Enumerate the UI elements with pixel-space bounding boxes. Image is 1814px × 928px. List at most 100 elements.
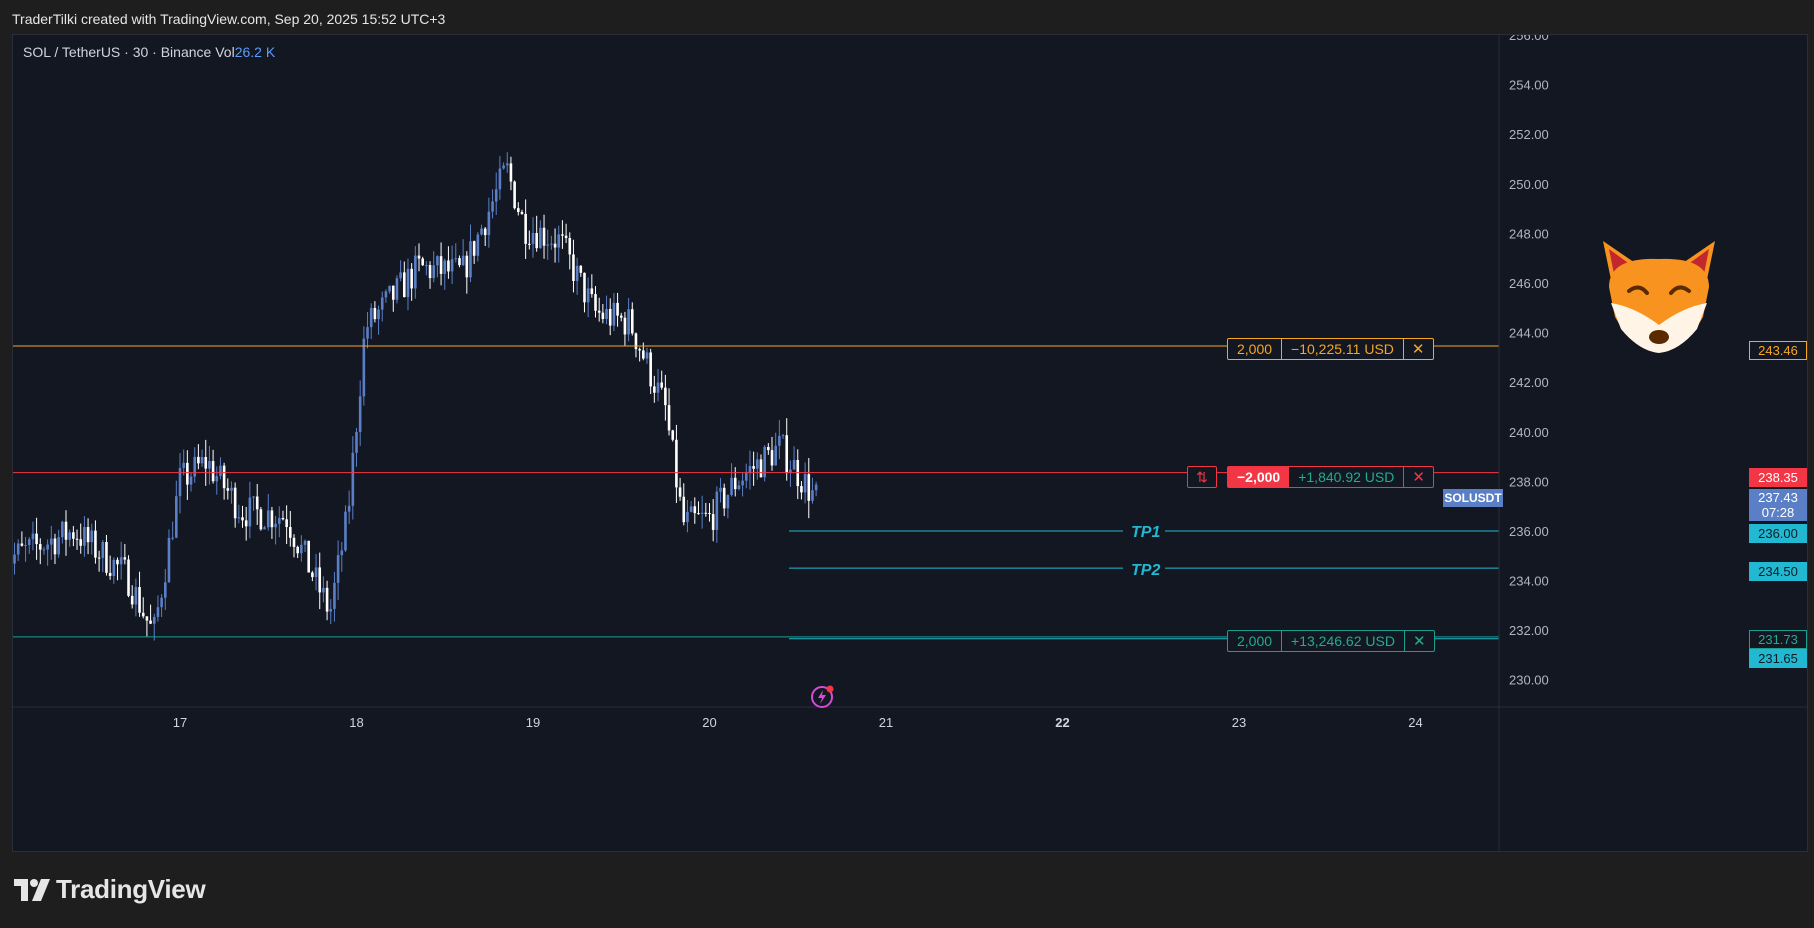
candle-body <box>711 514 715 530</box>
candle-body <box>263 527 266 530</box>
candle-body <box>535 233 538 249</box>
sell-order-price-tag: 243.46 <box>1749 341 1807 360</box>
candle-body <box>726 495 730 509</box>
volume-label: Vol <box>215 44 235 60</box>
candle-body <box>494 189 498 202</box>
candle-body <box>450 259 454 272</box>
candle-body <box>465 255 469 278</box>
take-profit-order-box[interactable]: 2,000 +13,246.62 USD ✕ <box>1227 630 1435 652</box>
lightning-alert-icon[interactable] <box>810 683 836 709</box>
candle-body <box>421 258 424 266</box>
x-tick-label: 17 <box>173 715 187 730</box>
candle-body <box>697 513 700 515</box>
candle-body <box>285 519 288 528</box>
candle-body <box>594 294 597 311</box>
symbol-legend[interactable]: SOL / TetherUS · 30 · Binance Vol26.2 K <box>23 44 275 60</box>
candle-body <box>204 456 208 469</box>
candle-body <box>46 544 49 550</box>
tradingview-logo: TradingView <box>14 874 206 905</box>
reverse-position-button[interactable]: ⇅ <box>1187 466 1217 488</box>
candle-body <box>149 620 152 624</box>
close-icon[interactable]: ✕ <box>1411 341 1425 358</box>
candle-body <box>156 607 160 617</box>
candle-body <box>524 213 527 244</box>
tp2-price-tag: 234.50 <box>1749 562 1807 581</box>
candle-body <box>623 317 627 335</box>
candle-body <box>601 312 605 320</box>
candle-body <box>333 582 336 609</box>
candle-body <box>167 537 171 583</box>
candle-body <box>83 527 86 546</box>
candle-body <box>105 542 108 573</box>
reverse-icon: ⇅ <box>1196 468 1208 485</box>
candle-body <box>630 309 634 334</box>
candle-body <box>325 587 329 612</box>
y-tick-label: 236.00 <box>1509 524 1549 539</box>
candle-body <box>476 234 480 256</box>
candle-body <box>417 255 421 259</box>
order-qty: 2,000 <box>1228 631 1283 651</box>
candle-body <box>64 521 68 540</box>
candle-body <box>785 435 789 473</box>
candle-body <box>300 544 303 554</box>
candle-body <box>660 382 663 388</box>
candle-body <box>388 285 391 292</box>
position-pnl: +1,840.92 USD <box>1289 467 1405 487</box>
candle-body <box>189 476 193 485</box>
candle-body <box>377 309 380 320</box>
candle-body <box>498 168 502 190</box>
candle-body <box>358 396 362 433</box>
candle-body <box>233 487 237 519</box>
close-icon[interactable]: ✕ <box>1412 633 1426 650</box>
candle-body <box>483 228 487 236</box>
x-tick-label: 19 <box>526 715 540 730</box>
candle-body <box>583 272 586 303</box>
y-tick-label: 238.00 <box>1509 474 1549 489</box>
x-tick-label: 24 <box>1408 715 1422 730</box>
candle-body <box>678 487 682 497</box>
candle-body <box>693 506 697 514</box>
sell-order-box[interactable]: 2,000 −10,225.11 USD ✕ <box>1227 338 1434 360</box>
position-box[interactable]: −2,000 +1,840.92 USD ✕ <box>1227 466 1434 488</box>
candle-body <box>458 258 461 266</box>
candle-body <box>572 254 575 281</box>
candle-body <box>116 559 119 565</box>
candle-body <box>487 211 491 236</box>
axes: 256.00 254.00 252.00 250.00 248.00 246.00 244.… <box>13 35 1807 851</box>
candle-body <box>715 491 719 530</box>
candle-body <box>686 511 689 523</box>
close-icon[interactable]: ✕ <box>1412 469 1425 486</box>
candle-body <box>480 228 483 235</box>
tradingview-logo-icon <box>14 878 50 901</box>
price-chart[interactable]: 256.00 254.00 252.00 250.00 248.00 246.00 244.… <box>13 35 1807 851</box>
candle-body <box>75 538 79 540</box>
candle-body <box>281 518 285 520</box>
take-profit-price-tag: 231.73 <box>1749 630 1807 649</box>
candle-body <box>803 474 807 493</box>
candle-body <box>307 540 310 573</box>
y-tick-label: 254.00 <box>1509 78 1549 93</box>
candle-body <box>340 550 344 556</box>
candle-body <box>289 527 292 538</box>
bar-countdown: 07:28 <box>1761 505 1795 520</box>
candle-body <box>255 496 259 510</box>
candle-body <box>447 260 450 272</box>
candle-body <box>627 309 630 335</box>
candle-body <box>292 537 296 547</box>
candle-body <box>586 288 590 303</box>
candle-body <box>741 480 744 486</box>
candle-body <box>94 530 97 558</box>
candle-body <box>443 260 447 274</box>
candle-body <box>163 582 167 598</box>
tp1-price-tag: 236.00 <box>1749 524 1807 543</box>
candle-body <box>649 352 652 387</box>
chart-area[interactable]: 256.00 254.00 252.00 250.00 248.00 246.00 244.… <box>12 34 1808 852</box>
candle-body <box>502 165 505 169</box>
candle-body <box>68 532 71 540</box>
x-tick-label: 22 <box>1055 715 1069 730</box>
candle-body <box>230 487 233 491</box>
candle-body <box>108 572 112 576</box>
candle-body <box>744 473 748 481</box>
candle-body <box>509 163 513 182</box>
candle-body <box>414 255 417 289</box>
